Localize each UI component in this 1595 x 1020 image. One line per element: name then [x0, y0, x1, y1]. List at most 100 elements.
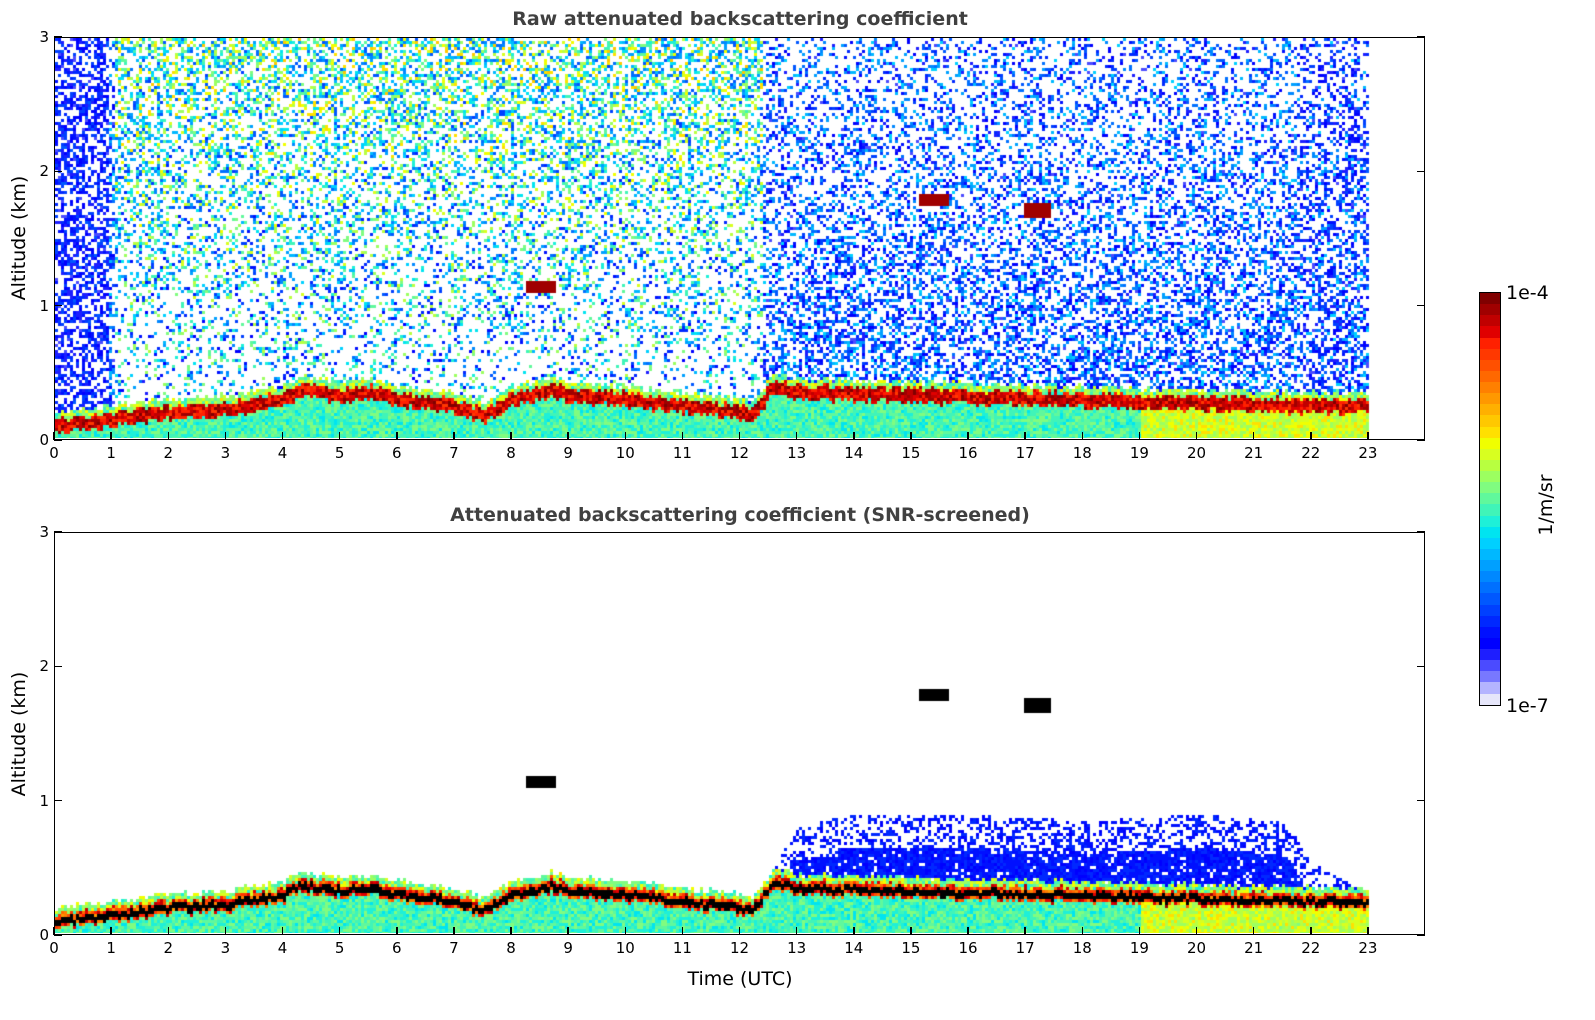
y-tick-label: 1 — [39, 296, 49, 315]
x-tick — [853, 432, 855, 440]
colorbar-segment — [1480, 404, 1500, 416]
x-tick-label: 13 — [787, 444, 807, 462]
x-tick — [1024, 927, 1026, 935]
y-tick-label: 0 — [39, 926, 49, 944]
x-tick — [738, 432, 741, 440]
colorbar-segment — [1480, 582, 1500, 594]
bottom-chart-heatmap — [55, 533, 1423, 933]
x-tick-label: 15 — [901, 939, 921, 957]
colorbar-segment — [1480, 682, 1500, 694]
x-tick-label: 23 — [1358, 939, 1378, 957]
x-tick-label: 5 — [334, 444, 345, 462]
x-tick — [338, 432, 341, 440]
x-tick — [681, 432, 684, 440]
x-tick-label: 10 — [615, 444, 635, 462]
colorbar-segment — [1480, 370, 1500, 382]
x-tick-label: 8 — [506, 444, 516, 462]
y-tick — [1417, 439, 1425, 441]
colorbar-segment — [1480, 560, 1500, 572]
top-chart-heatmap — [55, 38, 1423, 438]
x-tick-label: 18 — [1072, 444, 1092, 462]
x-tick — [1252, 927, 1255, 935]
colorbar-segment — [1480, 637, 1500, 649]
y-tick — [54, 36, 62, 38]
x-tick-label: 17 — [1015, 444, 1035, 462]
y-tick-label: 2 — [39, 657, 49, 676]
y-tick — [1417, 304, 1425, 307]
x-tick — [167, 927, 169, 935]
x-tick-label: 0 — [49, 444, 59, 462]
x-tick-label: 11 — [672, 444, 692, 462]
colorbar-min-label: 1e-7 — [1506, 695, 1549, 717]
colorbar-segment — [1480, 382, 1500, 394]
y-tick — [1417, 799, 1425, 802]
x-tick — [224, 432, 227, 440]
x-tick-label: 23 — [1358, 444, 1378, 462]
top-chart-y-axis-label: Altitude (km) — [8, 175, 30, 301]
colorbar-segment — [1480, 671, 1500, 683]
x-tick — [1024, 432, 1026, 440]
y-tick — [1417, 665, 1425, 668]
x-tick — [338, 927, 341, 935]
y-tick-label: 3 — [39, 523, 49, 541]
x-tick-label: 22 — [1301, 939, 1321, 957]
x-tick-label: 16 — [958, 939, 978, 957]
x-tick-label: 5 — [334, 939, 345, 957]
x-tick — [681, 927, 684, 935]
x-tick-label: 2 — [163, 444, 174, 462]
y-tick — [54, 170, 62, 173]
x-tick-label: 10 — [615, 939, 635, 957]
colorbar-segment — [1480, 537, 1500, 549]
colorbar-segment — [1480, 415, 1500, 427]
x-tick-label: 17 — [1015, 939, 1035, 957]
colorbar-segment — [1480, 693, 1500, 705]
x-tick — [1195, 927, 1198, 935]
y-tick-label: 2 — [39, 162, 49, 181]
colorbar-segment — [1480, 304, 1500, 316]
colorbar-segment — [1480, 348, 1500, 360]
colorbar-segment — [1480, 493, 1500, 505]
y-tick-label: 3 — [39, 28, 49, 46]
colorbar-segment — [1480, 604, 1500, 616]
x-tick — [624, 927, 626, 935]
y-tick-label: 1 — [39, 791, 49, 810]
colorbar-segment — [1480, 504, 1500, 516]
colorbar-segment — [1480, 426, 1500, 438]
x-tick — [853, 927, 855, 935]
bottom-chart-plot-area — [54, 532, 1425, 935]
colorbar-segment — [1480, 448, 1500, 460]
colorbar-segment — [1480, 471, 1500, 483]
colorbar-segment — [1480, 660, 1500, 672]
x-tick-label: 0 — [49, 939, 59, 957]
x-tick — [910, 927, 912, 935]
x-tick-label: 14 — [844, 444, 864, 462]
x-tick — [396, 432, 398, 440]
x-tick-label: 15 — [901, 444, 921, 462]
y-tick — [54, 934, 62, 936]
x-tick-label: 19 — [1129, 939, 1149, 957]
colorbar-segment — [1480, 626, 1500, 638]
x-tick — [1195, 432, 1198, 440]
colorbar-unit-label: 1/m/sr — [1535, 474, 1557, 536]
x-tick — [1081, 432, 1083, 440]
colorbar-segment — [1480, 571, 1500, 583]
y-tick — [54, 799, 62, 802]
x-tick-label: 4 — [277, 444, 288, 462]
colorbar-segment — [1480, 482, 1500, 494]
x-tick — [281, 927, 284, 935]
x-tick — [110, 432, 112, 440]
y-tick — [54, 304, 62, 307]
x-tick-label: 21 — [1244, 939, 1264, 957]
x-tick — [1310, 432, 1312, 440]
x-tick — [967, 927, 969, 935]
x-tick — [167, 432, 169, 440]
x-tick — [967, 432, 969, 440]
x-tick — [1081, 927, 1083, 935]
bottom-chart-title: Attenuated backscattering coefficient (S… — [450, 504, 1030, 526]
colorbar — [1479, 292, 1501, 706]
x-tick-label: 4 — [277, 939, 288, 957]
x-tick-label: 9 — [563, 444, 573, 462]
x-tick — [795, 432, 798, 440]
x-tick-label: 1 — [106, 444, 116, 462]
x-tick-label: 2 — [163, 939, 174, 957]
